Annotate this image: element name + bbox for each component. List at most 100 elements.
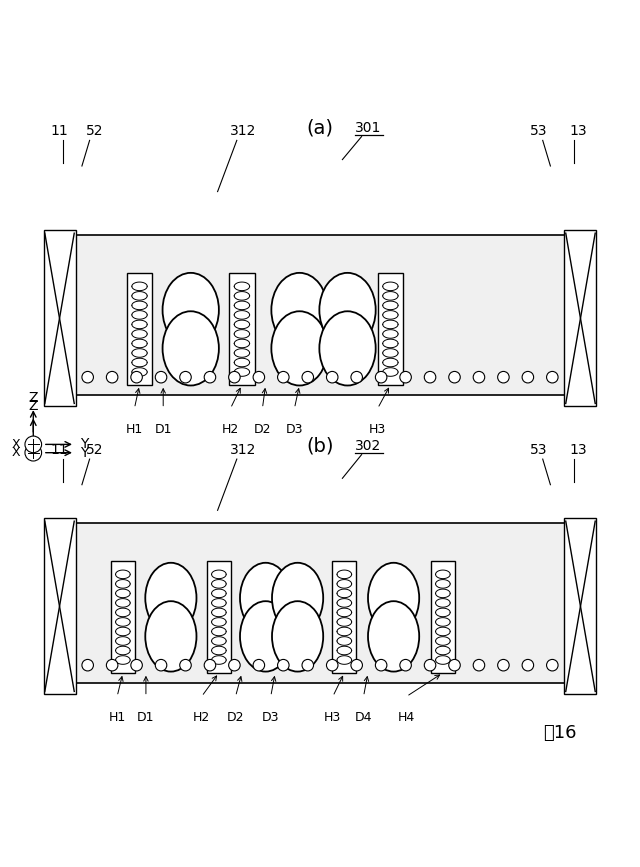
Circle shape	[82, 371, 93, 383]
Circle shape	[400, 371, 412, 383]
Bar	[111, 561, 135, 673]
Text: D1: D1	[137, 711, 155, 724]
Bar	[74, 235, 566, 395]
Circle shape	[106, 371, 118, 383]
Circle shape	[547, 371, 558, 383]
Circle shape	[449, 660, 460, 671]
Text: 312: 312	[230, 442, 257, 457]
Circle shape	[156, 371, 167, 383]
Circle shape	[326, 371, 338, 383]
Text: Z: Z	[29, 391, 38, 405]
Circle shape	[376, 371, 387, 383]
Circle shape	[82, 660, 93, 671]
Text: 13: 13	[570, 124, 588, 138]
Circle shape	[522, 660, 534, 671]
Circle shape	[498, 371, 509, 383]
Text: H3: H3	[324, 711, 341, 724]
Circle shape	[131, 371, 142, 383]
Text: 312: 312	[230, 124, 257, 138]
Ellipse shape	[368, 563, 419, 633]
Ellipse shape	[145, 563, 196, 633]
Ellipse shape	[368, 601, 419, 672]
Bar	[564, 230, 596, 406]
Text: 302: 302	[355, 440, 381, 453]
Text: Y: Y	[80, 446, 88, 460]
Bar	[44, 230, 76, 406]
Text: H2: H2	[193, 711, 210, 724]
Circle shape	[278, 371, 289, 383]
Bar	[431, 561, 455, 673]
Ellipse shape	[319, 311, 376, 386]
Circle shape	[351, 660, 362, 671]
Text: 301: 301	[355, 121, 381, 135]
Text: H2: H2	[222, 422, 239, 435]
Circle shape	[131, 660, 142, 671]
Circle shape	[180, 371, 191, 383]
Bar	[378, 273, 403, 385]
Circle shape	[424, 371, 436, 383]
Circle shape	[156, 660, 167, 671]
Circle shape	[522, 371, 534, 383]
Circle shape	[204, 371, 216, 383]
Circle shape	[547, 660, 558, 671]
Text: D1: D1	[154, 422, 172, 435]
Text: Y: Y	[80, 437, 88, 452]
Circle shape	[449, 371, 460, 383]
Circle shape	[278, 660, 289, 671]
Circle shape	[424, 660, 436, 671]
Circle shape	[228, 371, 240, 383]
Circle shape	[302, 660, 314, 671]
Text: H3: H3	[369, 422, 386, 435]
Text: 53: 53	[529, 442, 547, 457]
Circle shape	[400, 660, 412, 671]
Circle shape	[326, 660, 338, 671]
Circle shape	[351, 371, 362, 383]
Circle shape	[473, 660, 484, 671]
Text: 11: 11	[50, 442, 68, 457]
Circle shape	[228, 660, 240, 671]
Text: X: X	[12, 438, 20, 451]
Circle shape	[180, 660, 191, 671]
Circle shape	[204, 660, 216, 671]
Ellipse shape	[240, 601, 291, 672]
Bar	[44, 518, 76, 694]
Text: D4: D4	[355, 711, 372, 724]
Bar	[74, 523, 566, 683]
Bar	[564, 518, 596, 694]
Circle shape	[253, 371, 264, 383]
Circle shape	[473, 371, 484, 383]
Circle shape	[498, 660, 509, 671]
Text: 図16: 図16	[543, 724, 577, 742]
Ellipse shape	[145, 601, 196, 672]
Text: D3: D3	[262, 711, 280, 724]
Text: H1: H1	[126, 422, 143, 435]
Text: 11: 11	[50, 124, 68, 138]
Ellipse shape	[272, 563, 323, 633]
Text: Z: Z	[29, 399, 38, 413]
Ellipse shape	[319, 273, 376, 347]
Circle shape	[253, 660, 264, 671]
Text: D2: D2	[227, 711, 244, 724]
Bar	[207, 561, 231, 673]
Circle shape	[302, 371, 314, 383]
Circle shape	[25, 445, 42, 461]
Ellipse shape	[240, 563, 291, 633]
Text: 52: 52	[86, 442, 104, 457]
Ellipse shape	[272, 601, 323, 672]
Ellipse shape	[271, 311, 328, 386]
Bar	[127, 273, 152, 385]
Text: 13: 13	[570, 442, 588, 457]
Text: 53: 53	[529, 124, 547, 138]
Text: 52: 52	[86, 124, 104, 138]
Ellipse shape	[163, 311, 219, 386]
Circle shape	[106, 660, 118, 671]
Ellipse shape	[163, 273, 219, 347]
Circle shape	[25, 436, 42, 453]
Text: H1: H1	[109, 711, 125, 724]
Text: (a): (a)	[307, 119, 333, 138]
Bar	[229, 273, 255, 385]
Text: D2: D2	[253, 422, 271, 435]
Ellipse shape	[271, 273, 328, 347]
Bar	[332, 561, 356, 673]
Text: H4: H4	[398, 711, 415, 724]
